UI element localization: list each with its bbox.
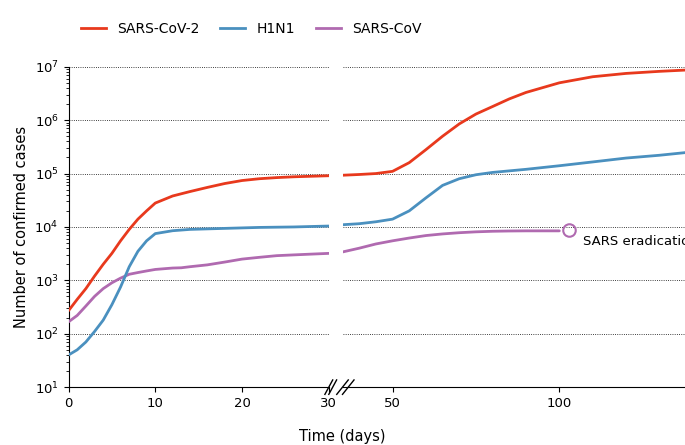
Y-axis label: Number of confirmed cases: Number of confirmed cases [14, 126, 29, 328]
Legend: SARS-CoV-2, H1N1, SARS-CoV: SARS-CoV-2, H1N1, SARS-CoV [75, 16, 427, 41]
Text: Time (days): Time (days) [299, 429, 386, 444]
Text: SARS eradication: SARS eradication [583, 235, 685, 248]
